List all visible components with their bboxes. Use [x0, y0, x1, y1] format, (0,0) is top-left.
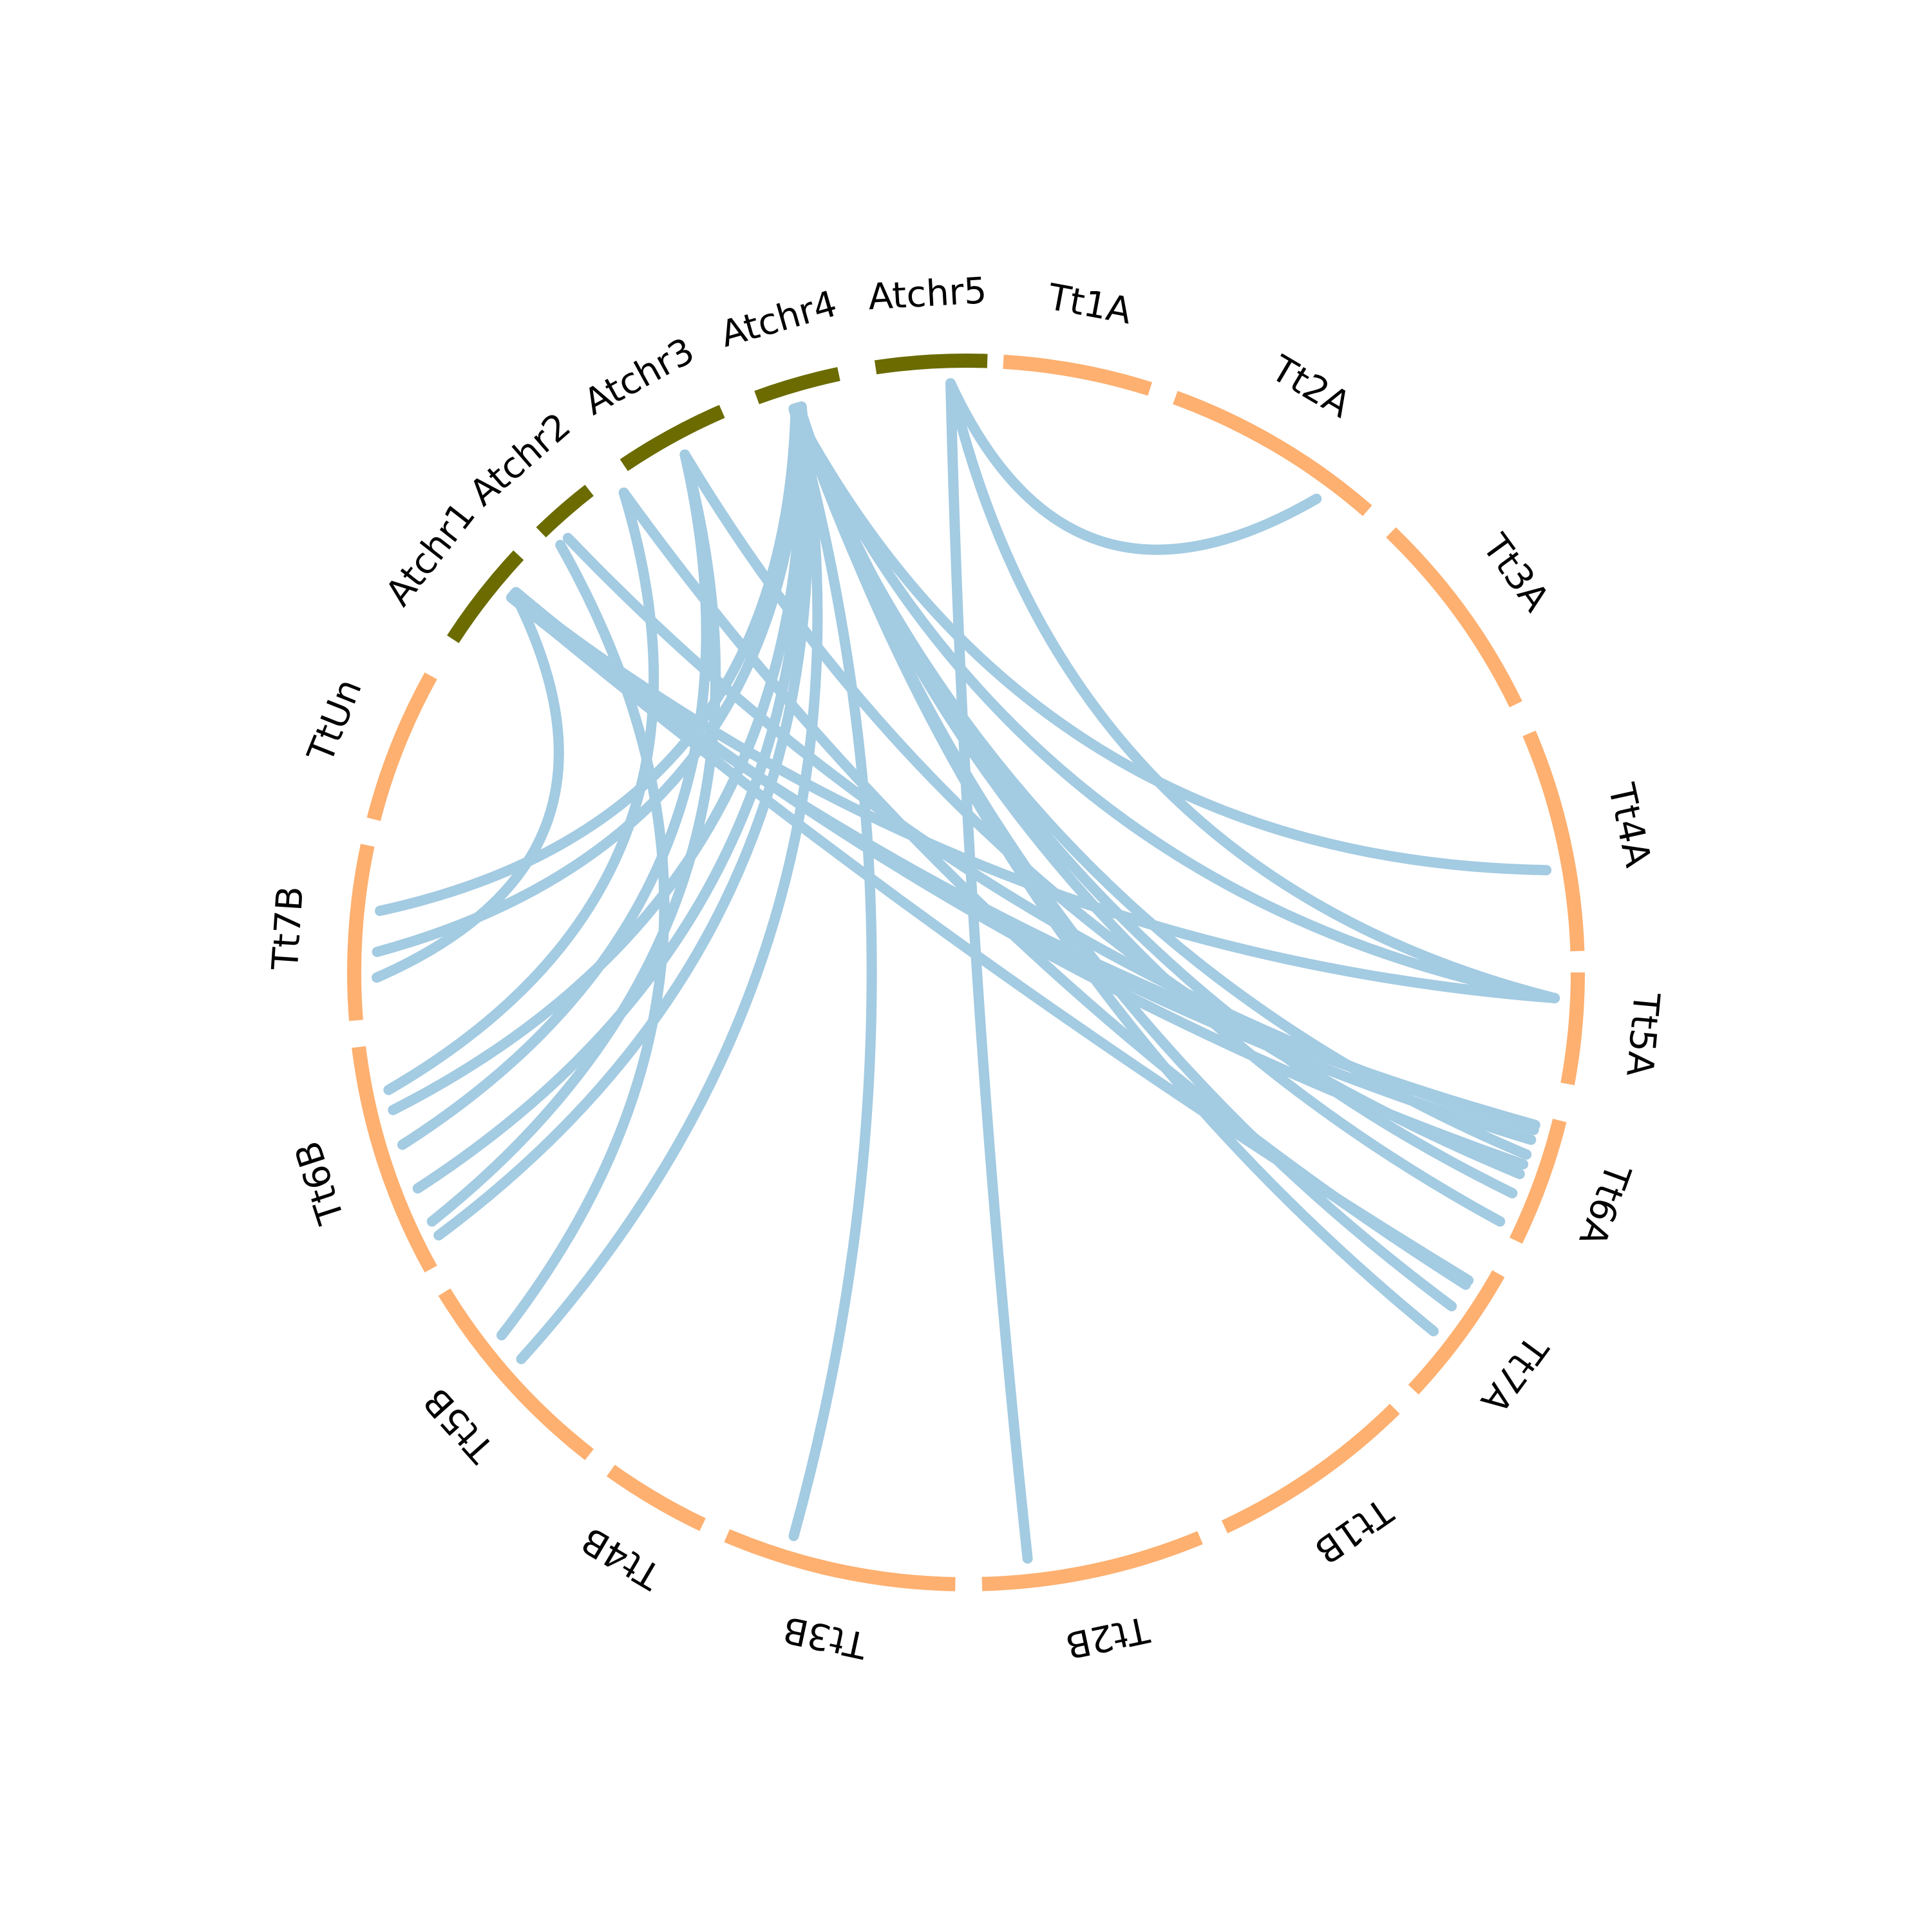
- chromosome-arc-tt3b: [724, 1529, 956, 1591]
- chromosome-arc-atchr5: [874, 354, 988, 375]
- link-atchr5-tt2a: [945, 378, 1322, 555]
- chromosome-arc-tt1b: [1221, 1403, 1400, 1533]
- link-atchr4-tt5a: [790, 403, 1560, 1003]
- link-atchr4-tt6b: [388, 402, 806, 1115]
- chromosome-arc-tt7a: [1408, 1270, 1505, 1395]
- link-atchr4-tt6b: [433, 401, 813, 1241]
- link-atchr1-tt6a: [511, 587, 1529, 1170]
- chromosome-arc-atchr4: [754, 367, 840, 404]
- chromosome-arc-tt7b: [347, 844, 375, 1021]
- chromosome-arc-tt5b: [438, 1288, 594, 1461]
- link-atchr1-tt5a: [509, 588, 1560, 1003]
- link-atchr2-tt6b: [383, 488, 659, 1095]
- chromosome-arc-tt6b: [352, 1046, 437, 1273]
- chromosome-arc-tt4b: [606, 1464, 706, 1531]
- link-atchr1-tt7b: [372, 588, 564, 983]
- link-atchr4-tt3b: [788, 403, 877, 1542]
- chromosome-arc-tt6a: [1509, 1119, 1567, 1244]
- chromosome-arc-tt2a: [1173, 390, 1372, 516]
- chromosome-arc-tt1a: [1003, 354, 1152, 396]
- synteny-links: [372, 378, 1560, 1564]
- chromosome-arc-tt2b: [981, 1531, 1203, 1591]
- chromosome-arc-ttun: [366, 672, 437, 821]
- chromosome-arc-tt5a: [1560, 972, 1585, 1086]
- chromosome-label-tt5a: Tt5A: [1618, 990, 1667, 1079]
- chromosome-arc-atchr2: [536, 484, 594, 538]
- link-atchr5-tt2b: [945, 378, 1033, 1564]
- link-atchr4-tt4a: [788, 403, 1552, 876]
- link-atchr1-tt7a: [506, 591, 1474, 1286]
- link-atchr3-tt6b: [426, 449, 721, 1227]
- chromosome-arc-atchr1: [447, 550, 524, 643]
- chromosome-label-atchr5: Atchr5: [867, 270, 988, 318]
- chromosome-arc-atchr3: [620, 404, 725, 471]
- chromosome-ideogram: [347, 354, 1585, 1591]
- chromosome-arc-tt4a: [1522, 730, 1585, 952]
- chromosome-arc-tt3a: [1386, 527, 1522, 708]
- link-atchr4-tt5b: [516, 402, 823, 1365]
- chromosome-label-tt7b: Tt7B: [265, 885, 312, 972]
